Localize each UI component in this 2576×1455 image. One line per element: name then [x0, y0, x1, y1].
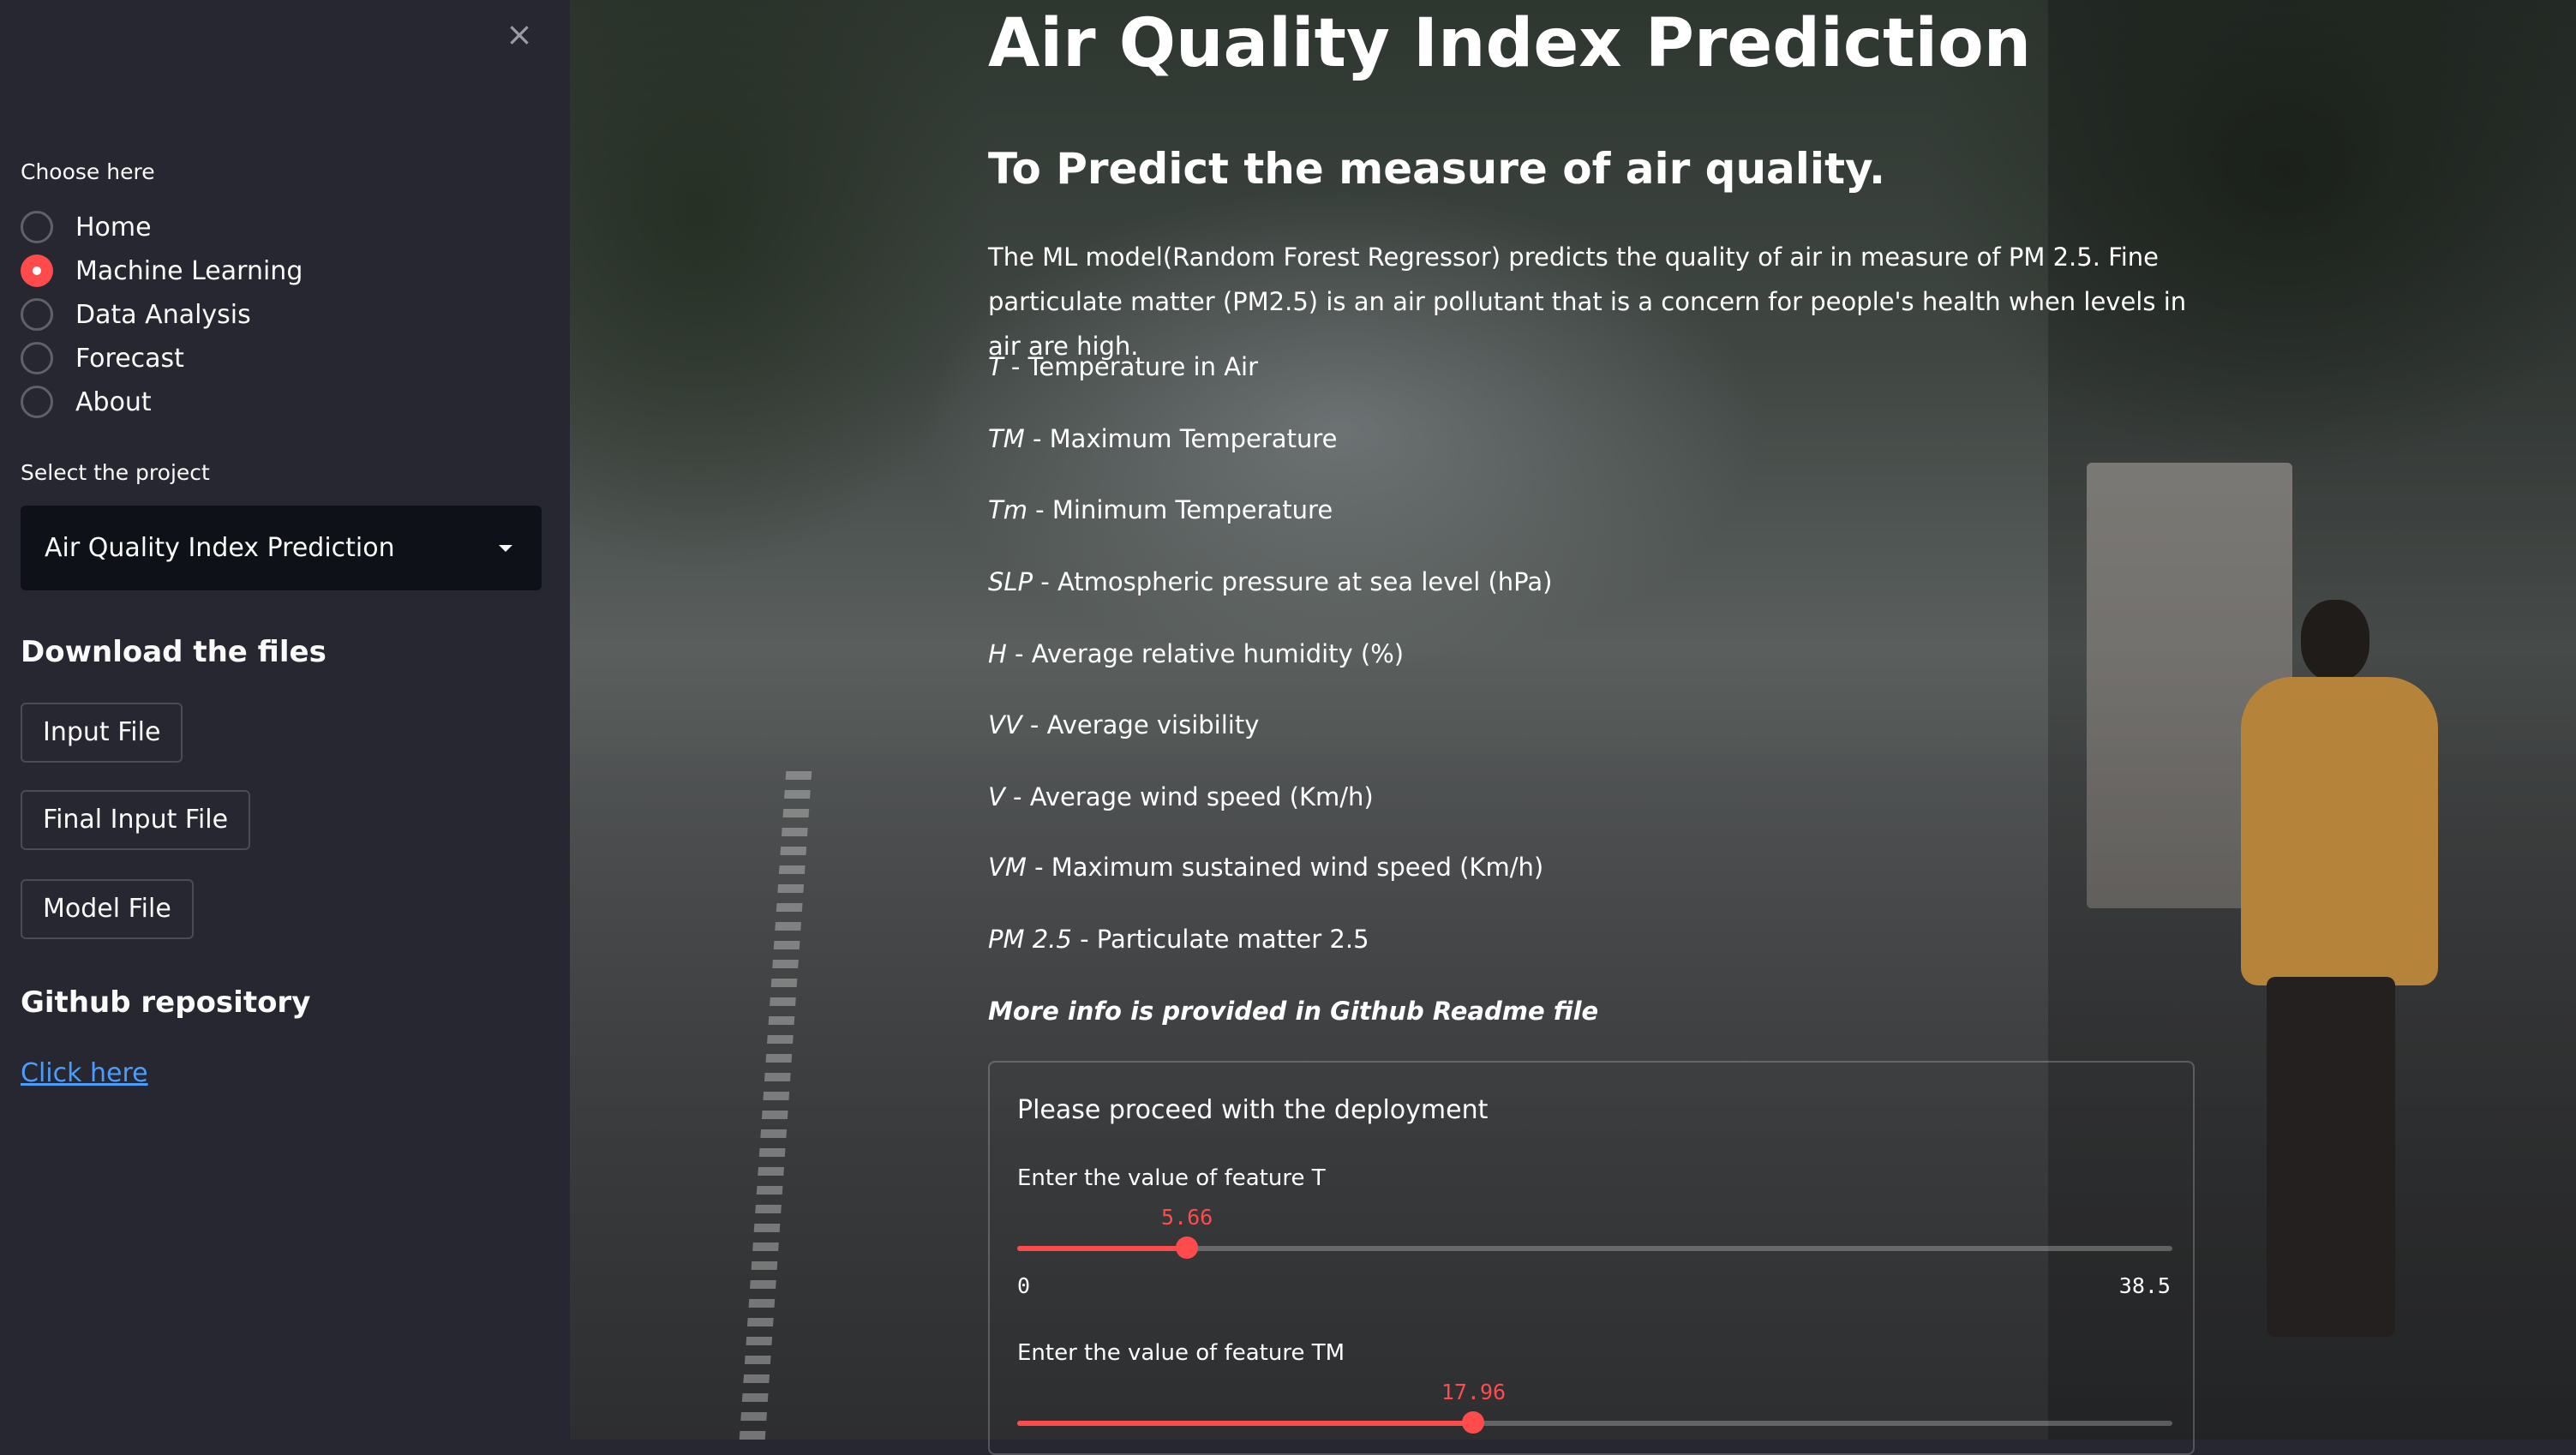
feature-desc: - Average relative humidity (%) — [1006, 639, 1405, 668]
project-select-label: Select the project — [21, 460, 210, 485]
final-input-file-button[interactable]: Final Input File — [21, 790, 251, 850]
more-info-note: More info is provided in Github Readme f… — [988, 997, 1599, 1026]
feature-desc: - Average wind speed (Km/h) — [1004, 782, 1374, 811]
input-file-button[interactable]: Input File — [21, 703, 183, 763]
person-head — [2301, 600, 2369, 681]
feature-desc: - Maximum sustained wind speed (Km/h) — [1026, 853, 1544, 882]
person-legs — [2267, 977, 2395, 1337]
model-description: The ML model(Random Forest Regressor) pr… — [988, 242, 2187, 361]
nav-radio-home[interactable]: Home — [21, 208, 152, 246]
feature-item: PM 2.5 - Particulate matter 2.5 — [988, 925, 1369, 954]
feature-abbr: Tm — [988, 495, 1027, 524]
feature-desc: - Atmospheric pressure at sea level (hPa… — [1033, 567, 1553, 596]
project-select-value: Air Quality Index Prediction — [45, 533, 395, 563]
radio-icon — [21, 211, 53, 243]
slider-thumb[interactable] — [1462, 1411, 1485, 1434]
choose-label: Choose here — [21, 159, 155, 184]
nav-radio-data-analysis[interactable]: Data Analysis — [21, 296, 251, 333]
sidebar: × Choose here Home Machine Learning Data… — [0, 0, 570, 1440]
main-background — [570, 0, 2576, 1440]
slider-thumb[interactable] — [1176, 1236, 1199, 1259]
feature-abbr: VM — [988, 853, 1027, 882]
radio-icon — [21, 342, 53, 374]
feature-item: H - Average relative humidity (%) — [988, 639, 1404, 668]
model-file-button[interactable]: Model File — [21, 879, 194, 939]
slider-t-max: 38.5 — [2118, 1273, 2171, 1298]
nav-radio-about[interactable]: About — [21, 383, 152, 421]
background-trees — [570, 0, 1170, 857]
nav-radio-label: Data Analysis — [75, 299, 251, 330]
slider-tm-label: Enter the value of feature TM — [1017, 1340, 1345, 1366]
feature-abbr: H — [988, 639, 1007, 668]
deployment-title: Please proceed with the deployment — [1017, 1095, 1489, 1125]
feature-item: T - Temperature in Air — [988, 352, 1258, 381]
slider-value: 17.96 — [1441, 1380, 1507, 1404]
feature-abbr: T — [988, 352, 1003, 381]
feature-abbr: PM 2.5 — [988, 925, 1072, 954]
feature-item: VM - Maximum sustained wind speed (Km/h) — [988, 853, 1543, 882]
nav-radio-forecast[interactable]: Forecast — [21, 339, 184, 377]
slider-value: 5.66 — [1161, 1205, 1213, 1230]
slider-t-label: Enter the value of feature T — [1017, 1165, 1326, 1191]
nav-radio-label: Machine Learning — [75, 255, 303, 286]
page-subtitle: To Predict the measure of air quality. — [988, 144, 1885, 194]
feature-item: TM - Maximum Temperature — [988, 424, 1337, 453]
close-sidebar-icon[interactable]: × — [506, 15, 533, 53]
feature-abbr: TM — [988, 424, 1025, 453]
feature-item: SLP - Atmospheric pressure at sea level … — [988, 567, 1552, 596]
feature-desc: - Maximum Temperature — [1024, 424, 1338, 453]
nav-radio-machine-learning[interactable]: Machine Learning — [21, 252, 303, 290]
background-person — [2207, 600, 2464, 1337]
github-link[interactable]: Click here — [21, 1058, 148, 1088]
page-title: Air Quality Index Prediction — [988, 5, 2032, 82]
radio-icon — [21, 298, 53, 331]
radio-icon — [21, 386, 53, 418]
nav-radio-label: Forecast — [75, 343, 184, 374]
slider-fill — [1017, 1421, 1474, 1426]
feature-item: Tm - Minimum Temperature — [988, 495, 1333, 524]
feature-item: VV - Average visibility — [988, 710, 1259, 739]
feature-item: V - Average wind speed (Km/h) — [988, 782, 1374, 811]
nav-radio-label: About — [75, 386, 152, 417]
github-heading: Github repository — [21, 985, 311, 1020]
feature-abbr: VV — [988, 710, 1022, 739]
feature-desc: - Minimum Temperature — [1027, 495, 1333, 524]
feature-desc: - Particulate matter 2.5 — [1071, 925, 1369, 954]
feature-desc: - Average visibility — [1021, 710, 1260, 739]
feature-desc: - Temperature in Air — [1003, 352, 1259, 381]
project-select[interactable]: Air Quality Index Prediction — [21, 506, 542, 590]
download-heading: Download the files — [21, 635, 326, 669]
feature-abbr: SLP — [988, 567, 1033, 596]
slider-t-min: 0 — [1017, 1273, 1031, 1298]
feature-abbr: V — [988, 782, 1005, 811]
slider-t[interactable]: 5.66 — [1017, 1205, 2172, 1259]
radio-checked-icon — [21, 254, 53, 287]
deployment-form: Please proceed with the deployment Enter… — [988, 1061, 2195, 1455]
caret-down-icon — [499, 545, 512, 552]
slider-fill — [1017, 1246, 1188, 1251]
slider-tm[interactable]: 17.96 — [1017, 1380, 2172, 1434]
nav-radio-label: Home — [75, 212, 152, 242]
person-torso — [2241, 677, 2438, 985]
